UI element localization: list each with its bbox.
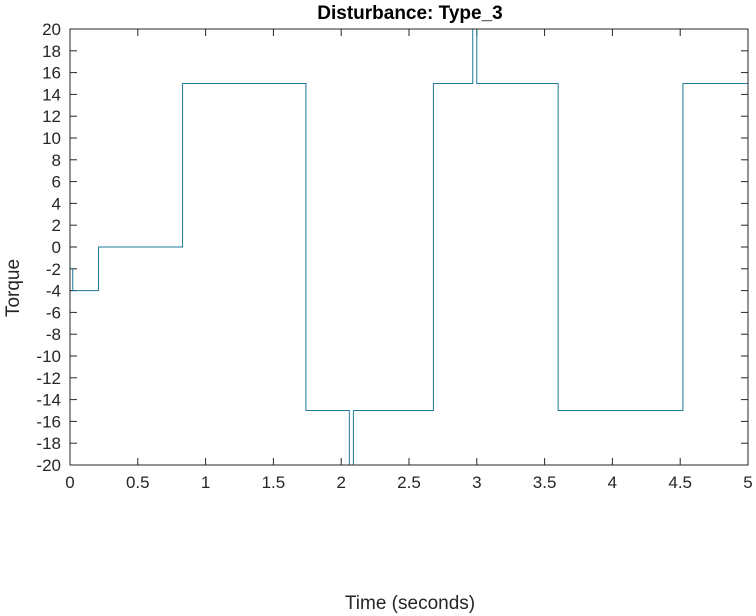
x-tick-label: 0 <box>65 473 74 492</box>
y-tick-label: 12 <box>42 107 61 126</box>
x-tick-label: 4 <box>608 473 617 492</box>
y-tick-label: -20 <box>36 456 61 475</box>
x-tick-label: 4.5 <box>668 473 692 492</box>
x-tick-label: 2 <box>336 473 345 492</box>
plot-series <box>70 29 748 465</box>
x-axis-label: Time (seconds) <box>345 593 475 614</box>
y-tick-label: -12 <box>36 369 61 388</box>
y-tick-label: 2 <box>52 216 61 235</box>
y-tick-label: -8 <box>46 325 61 344</box>
x-tick-label: 3.5 <box>533 473 557 492</box>
y-tick-label: 20 <box>42 20 61 39</box>
plot-frame <box>69 28 749 466</box>
y-tick-label: 0 <box>52 238 61 257</box>
x-tick-label: 1.5 <box>262 473 286 492</box>
y-tick-label: 4 <box>52 194 61 213</box>
y-tick-label: 14 <box>42 85 61 104</box>
chart-title: Disturbance: Type_3 <box>317 3 502 24</box>
series-line <box>70 29 748 465</box>
y-tick-label: 8 <box>52 151 61 170</box>
y-tick-label: -6 <box>46 303 61 322</box>
x-tick-labels: 0 0.5 1 1.5 2 2.5 3 3.5 4 4.5 5 <box>65 473 752 492</box>
y-tick-labels: -20-18-16-14-12-10-8-6-4-202468101214161… <box>36 20 61 475</box>
x-tick-label: 5 <box>743 473 752 492</box>
y-tick-label: 16 <box>42 64 61 83</box>
y-tick-label: 18 <box>42 42 61 61</box>
y-tick-label: 6 <box>52 173 61 192</box>
y-tick-label: -16 <box>36 412 61 431</box>
y-tick-label: -14 <box>36 391 61 410</box>
y-tick-label: 10 <box>42 129 61 148</box>
x-tick-label: 0.5 <box>126 473 150 492</box>
x-tick-label: 2.5 <box>397 473 421 492</box>
y-tick-label: -10 <box>36 347 61 366</box>
y-tick-label: -18 <box>36 434 61 453</box>
y-tick-label: -4 <box>46 282 61 301</box>
x-tick-label: 3 <box>472 473 481 492</box>
y-tick-label: -2 <box>46 260 61 279</box>
y-axis-label: Torque <box>3 259 24 317</box>
x-tick-label: 1 <box>201 473 210 492</box>
